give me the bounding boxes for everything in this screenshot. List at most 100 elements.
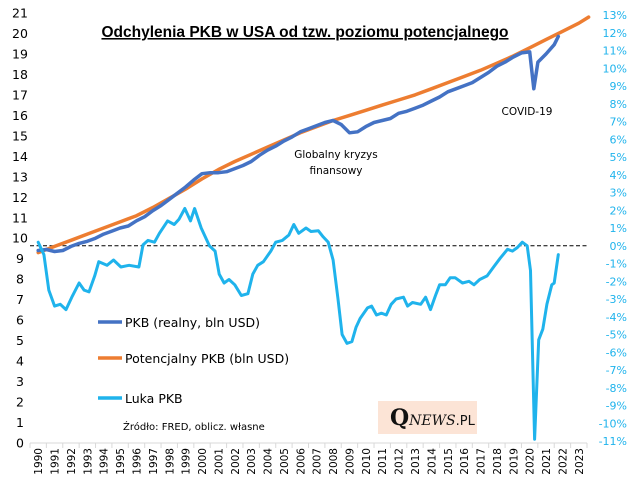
logo-text: QNEWS.PL xyxy=(390,405,476,431)
left-tick-label: 6 xyxy=(16,313,24,328)
legend-item-real-gdp[interactable]: PKB (realny, bln USD) xyxy=(98,315,260,330)
source-note: Źródło: FRED, oblicz. własne xyxy=(123,420,265,433)
right-tick-label: 7% xyxy=(610,116,627,129)
left-tick-label: 11 xyxy=(12,210,28,225)
x-tick-label: 2019 xyxy=(508,448,520,475)
left-tick-label: 12 xyxy=(12,190,28,205)
right-tick-label: 8% xyxy=(610,98,627,111)
legend: PKB (realny, bln USD) Potencjalny PKB (b… xyxy=(98,315,289,406)
series-layer xyxy=(36,15,591,441)
legend-item-potential-gdp[interactable]: Potencjalny PKB (bln USD) xyxy=(98,351,289,366)
right-tick-label: 12% xyxy=(603,27,627,40)
x-tick-label: 2016 xyxy=(459,448,471,475)
right-tick-label: 2% xyxy=(610,204,627,217)
x-tick-label: 2001 xyxy=(213,448,225,475)
right-tick-label: 10% xyxy=(603,62,627,75)
x-tick-label: 1993 xyxy=(82,448,94,475)
left-tick-label: 3 xyxy=(16,374,24,389)
legend-label-real-gdp: PKB (realny, bln USD) xyxy=(125,315,260,330)
left-tick-label: 17 xyxy=(12,87,28,102)
right-tick-label: 13% xyxy=(603,9,627,22)
x-tick-label: 1995 xyxy=(115,448,127,475)
x-tick-label: 2003 xyxy=(246,448,258,475)
legend-label-gdp-gap: Luka PKB xyxy=(125,391,183,406)
series-line-real-gdp xyxy=(36,34,561,254)
right-tick-label: -6% xyxy=(606,346,627,359)
right-tick-label: -10% xyxy=(599,417,627,430)
left-tick-label: 15 xyxy=(12,128,28,143)
right-tick-label: 0% xyxy=(610,240,627,253)
x-tick-label: 2005 xyxy=(279,448,291,475)
legend-item-gdp-gap[interactable]: Luka PKB xyxy=(98,391,183,406)
x-tick-label: 2009 xyxy=(344,448,356,475)
right-tick-label: 9% xyxy=(610,80,627,93)
x-tick-label: 2000 xyxy=(197,448,209,475)
right-tick-label: 4% xyxy=(610,169,627,182)
annotation-covid: COVID-19 xyxy=(502,106,553,118)
series-line-gdp-gap xyxy=(36,207,560,441)
x-axis: 1990 1991 1992 1993 1994 1995 1996 1997 1998 1999… xyxy=(29,442,588,475)
left-tick-label: 21 xyxy=(12,6,28,21)
x-tick-label: 1994 xyxy=(99,448,111,475)
right-tick-label: -7% xyxy=(606,364,627,377)
right-tick-label: -11% xyxy=(599,435,627,448)
right-axis-ticks: -11% -10% -9% -8% -7% -6% -5% -4% -3% -2% -1% 0% 1% 2… xyxy=(599,9,627,448)
x-tick-label: 2004 xyxy=(263,448,275,475)
logo-background xyxy=(378,401,477,434)
x-tick-label: 2020 xyxy=(525,448,537,475)
x-tick-label: 1996 xyxy=(131,448,143,475)
x-tick-label: 2018 xyxy=(492,448,504,475)
left-tick-label: 7 xyxy=(16,292,24,307)
annotation-crisis-line2: finansowy xyxy=(309,165,362,177)
x-tick-label: 2013 xyxy=(410,448,422,475)
left-tick-label: 16 xyxy=(12,108,28,123)
x-tick-label: 1997 xyxy=(148,448,160,475)
x-tick-label: 2008 xyxy=(328,448,340,475)
x-tick-label: 2002 xyxy=(230,448,242,475)
x-tick-label: 2017 xyxy=(476,448,488,475)
x-tick-label: 2023 xyxy=(574,448,586,475)
right-tick-label: -9% xyxy=(606,400,627,413)
right-tick-label: 6% xyxy=(610,133,627,146)
left-tick-label: 13 xyxy=(12,169,28,184)
x-tick-label: 1991 xyxy=(50,448,62,475)
x-tick-label: 2014 xyxy=(426,448,438,475)
chart-title: Odchylenia PKB w USA od tzw. poziomu pot… xyxy=(101,24,508,41)
right-tick-label: 11% xyxy=(603,45,627,58)
right-tick-label: -2% xyxy=(606,275,627,288)
right-tick-label: -8% xyxy=(606,382,627,395)
series-line-potential-gdp xyxy=(36,15,591,255)
left-tick-label: 4 xyxy=(16,354,24,369)
left-tick-label: 18 xyxy=(12,67,28,82)
legend-label-potential-gdp: Potencjalny PKB (bln USD) xyxy=(125,351,289,366)
x-tick-label: 1999 xyxy=(181,448,193,475)
left-tick-label: 9 xyxy=(16,251,24,266)
x-tick-label: 2015 xyxy=(443,448,455,475)
left-tick-label: 8 xyxy=(16,272,24,287)
right-tick-label: -4% xyxy=(606,311,627,324)
right-tick-label: 1% xyxy=(610,222,627,235)
left-tick-label: 19 xyxy=(12,46,28,61)
left-tick-label: 20 xyxy=(12,26,28,41)
right-tick-label: 3% xyxy=(610,187,627,200)
left-tick-label: 0 xyxy=(16,436,24,451)
right-tick-label: -1% xyxy=(606,258,627,271)
right-tick-label: 5% xyxy=(610,151,627,164)
left-tick-label: 5 xyxy=(16,333,24,348)
x-tick-label: 2006 xyxy=(295,448,307,475)
x-tick-label: 2021 xyxy=(541,448,553,475)
x-tick-label: 2022 xyxy=(557,448,569,475)
left-tick-label: 2 xyxy=(16,395,24,410)
qnews-logo: QNEWS.PL xyxy=(378,401,477,434)
x-tick-label: 1990 xyxy=(33,448,45,475)
left-tick-label: 14 xyxy=(12,149,28,164)
x-tick-label: 2011 xyxy=(377,448,389,475)
x-tick-label: 2010 xyxy=(361,448,373,475)
x-tick-label: 2012 xyxy=(394,448,406,475)
x-tick-label: 2007 xyxy=(312,448,324,475)
x-tick-label: 1998 xyxy=(164,448,176,475)
left-tick-label: 10 xyxy=(12,231,28,246)
right-tick-label: -5% xyxy=(606,329,627,342)
